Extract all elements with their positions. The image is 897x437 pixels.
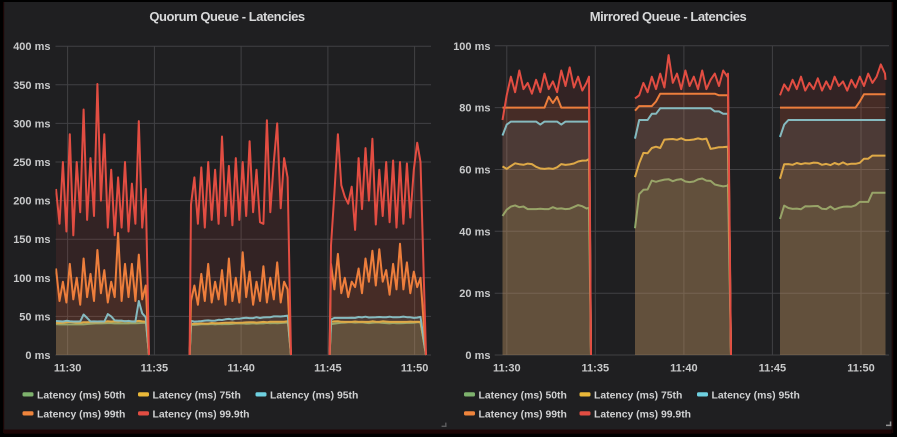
svg-text:11:30: 11:30 [493, 363, 521, 375]
svg-text:11:45: 11:45 [314, 363, 342, 375]
svg-text:11:50: 11:50 [401, 363, 429, 375]
svg-text:100 ms: 100 ms [13, 273, 50, 285]
svg-text:50 ms: 50 ms [19, 311, 50, 323]
svg-text:Latency (ms) 95th: Latency (ms) 95th [270, 391, 358, 402]
svg-text:Quorum Queue - Latencies: Quorum Queue - Latencies [149, 9, 305, 24]
svg-text:11:30: 11:30 [54, 363, 82, 375]
svg-text:400 ms: 400 ms [13, 41, 50, 53]
svg-text:Latency (ms) 99.9th: Latency (ms) 99.9th [153, 410, 250, 421]
svg-text:350 ms: 350 ms [13, 80, 50, 92]
svg-text:11:35: 11:35 [582, 363, 610, 375]
svg-text:250 ms: 250 ms [13, 157, 50, 169]
svg-text:300 ms: 300 ms [13, 118, 50, 130]
svg-text:Latency (ms) 99.9th: Latency (ms) 99.9th [594, 410, 691, 421]
svg-text:Latency (ms) 75th: Latency (ms) 75th [153, 391, 241, 402]
svg-text:11:45: 11:45 [759, 363, 787, 375]
svg-text:Latency (ms) 50th: Latency (ms) 50th [37, 391, 125, 402]
svg-text:Mirrored Queue - Latencies: Mirrored Queue - Latencies [590, 9, 747, 24]
svg-text:11:40: 11:40 [227, 363, 255, 375]
svg-text:11:35: 11:35 [141, 363, 169, 375]
svg-text:100 ms: 100 ms [453, 41, 490, 53]
svg-text:Latency (ms) 99th: Latency (ms) 99th [37, 410, 125, 421]
svg-text:20 ms: 20 ms [459, 288, 490, 300]
svg-text:40 ms: 40 ms [459, 226, 490, 238]
svg-text:60 ms: 60 ms [459, 165, 490, 177]
svg-text:11:40: 11:40 [670, 363, 698, 375]
svg-text:Latency (ms) 50th: Latency (ms) 50th [479, 391, 567, 402]
svg-text:Latency (ms) 75th: Latency (ms) 75th [594, 391, 682, 402]
svg-text:150 ms: 150 ms [13, 234, 50, 246]
svg-text:Latency (ms) 95th: Latency (ms) 95th [712, 391, 800, 402]
svg-text:0 ms: 0 ms [465, 350, 490, 362]
svg-text:11:50: 11:50 [847, 363, 875, 375]
svg-text:200 ms: 200 ms [13, 196, 50, 208]
svg-text:80 ms: 80 ms [459, 103, 490, 115]
svg-text:Latency (ms) 99th: Latency (ms) 99th [479, 410, 567, 421]
svg-text:0 ms: 0 ms [25, 350, 50, 362]
